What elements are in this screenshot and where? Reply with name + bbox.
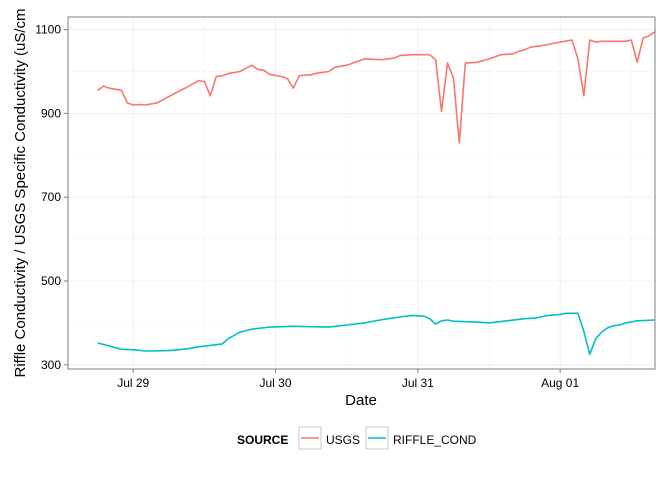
legend-key-riffle-cond	[365, 426, 389, 450]
panel-background	[68, 17, 655, 369]
series-line-usgs	[97, 31, 656, 144]
x-tick-label: Jul 30	[260, 376, 292, 390]
y-axis: 300 500 700 900 1100	[35, 23, 68, 372]
series-line-riffle-cond	[97, 312, 656, 356]
y-tick-label: 300	[41, 358, 61, 372]
y-axis-title: Riffle Conductivity / USGS Specific Cond…	[12, 8, 29, 377]
panel-border	[67, 16, 656, 370]
x-tick-label: Aug 01	[541, 376, 579, 390]
x-axis-title: Date	[345, 392, 377, 409]
series-layer	[97, 31, 656, 356]
legend-title: SOURCE	[237, 433, 288, 447]
y-tick-label: 700	[41, 190, 61, 204]
major-gridlines	[68, 17, 655, 369]
y-tick-label: 900	[41, 106, 61, 120]
x-axis: Jul 29 Jul 30 Jul 31 Aug 01	[117, 369, 579, 390]
x-tick-label: Jul 29	[117, 376, 149, 390]
y-tick-label: 1100	[35, 23, 61, 37]
legend-key-usgs	[298, 426, 322, 450]
minor-gridlines	[68, 17, 655, 369]
y-tick-label: 500	[41, 274, 61, 288]
legend-label-riffle-cond: RIFFLE_COND	[393, 433, 477, 447]
x-tick-label: Jul 31	[402, 376, 434, 390]
legend-label-usgs: USGS	[326, 433, 360, 447]
legend: SOURCE USGS RIFFLE_COND	[237, 426, 477, 450]
